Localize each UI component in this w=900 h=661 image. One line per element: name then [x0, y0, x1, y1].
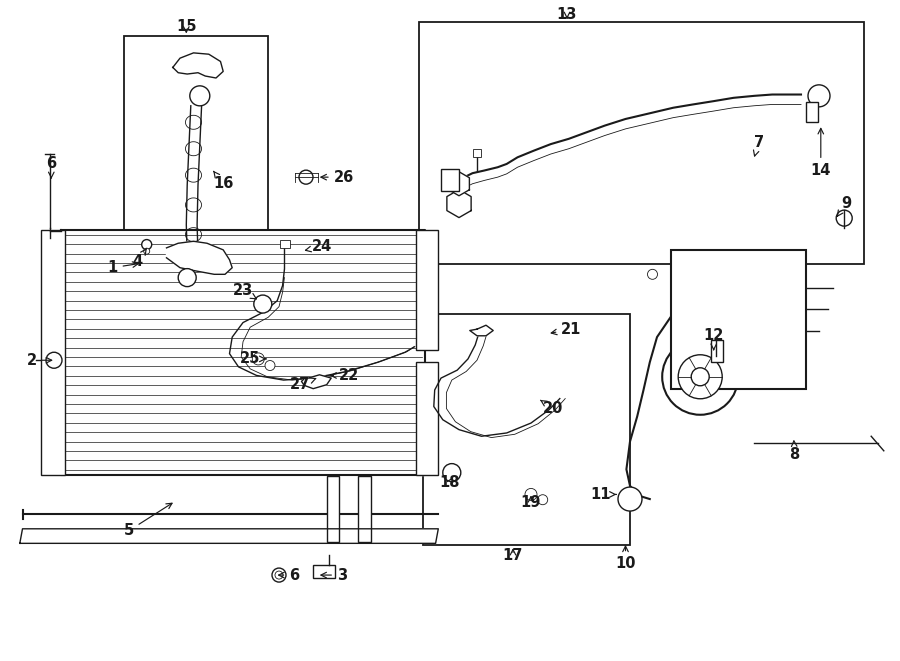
Text: 6: 6	[46, 157, 57, 178]
Text: 24: 24	[305, 239, 332, 254]
Text: 17: 17	[503, 548, 523, 563]
Bar	[473, 149, 482, 157]
Text: 15: 15	[176, 19, 196, 34]
Text: 12: 12	[704, 329, 724, 350]
Text: 14: 14	[811, 128, 831, 178]
Polygon shape	[166, 241, 232, 274]
Bar	[40, 230, 65, 475]
Bar	[806, 102, 817, 122]
Text: 25: 25	[240, 352, 266, 366]
Text: 18: 18	[440, 475, 460, 490]
Text: 11: 11	[590, 487, 616, 502]
Text: 22: 22	[331, 368, 359, 383]
Polygon shape	[302, 375, 331, 389]
Circle shape	[272, 568, 286, 582]
Circle shape	[265, 360, 275, 371]
Text: 6: 6	[279, 568, 300, 582]
Circle shape	[647, 269, 658, 280]
Circle shape	[691, 368, 709, 386]
Text: 26: 26	[321, 170, 354, 184]
Bar	[423, 314, 630, 545]
Text: 8: 8	[789, 441, 800, 462]
Text: 20: 20	[541, 400, 563, 416]
Circle shape	[46, 352, 62, 368]
Circle shape	[275, 571, 283, 579]
Bar	[327, 476, 339, 542]
Text: 5: 5	[123, 503, 172, 538]
Polygon shape	[470, 325, 493, 336]
Circle shape	[254, 295, 272, 313]
Text: 16: 16	[213, 171, 233, 191]
Circle shape	[537, 494, 548, 505]
Bar	[416, 230, 438, 350]
Bar	[441, 169, 459, 190]
Polygon shape	[447, 190, 471, 217]
Circle shape	[178, 268, 196, 287]
Circle shape	[808, 85, 830, 107]
Circle shape	[525, 488, 537, 500]
Circle shape	[252, 353, 265, 365]
Text: 1: 1	[107, 260, 139, 275]
Polygon shape	[20, 529, 438, 543]
Bar	[313, 565, 335, 578]
Circle shape	[190, 86, 210, 106]
Text: 7: 7	[753, 135, 764, 156]
Text: 2: 2	[26, 353, 51, 368]
Circle shape	[618, 487, 642, 511]
Bar	[124, 36, 268, 288]
Polygon shape	[448, 172, 470, 196]
Bar	[280, 240, 290, 248]
Circle shape	[662, 339, 738, 414]
Bar	[358, 476, 371, 542]
Polygon shape	[173, 53, 223, 78]
Text: 13: 13	[557, 7, 577, 22]
Bar	[670, 250, 806, 389]
Bar	[711, 340, 723, 362]
Text: 9: 9	[837, 196, 851, 216]
Bar	[418, 22, 864, 264]
Circle shape	[144, 248, 149, 254]
Polygon shape	[61, 230, 425, 475]
Circle shape	[299, 170, 313, 184]
Bar	[222, 238, 418, 456]
Text: 3: 3	[321, 568, 347, 582]
Bar	[416, 362, 438, 475]
Circle shape	[836, 210, 852, 226]
Text: 23: 23	[233, 284, 256, 299]
Text: 21: 21	[551, 322, 581, 336]
Text: 27: 27	[290, 377, 316, 392]
Text: 10: 10	[616, 546, 635, 571]
Circle shape	[141, 239, 152, 250]
Text: 19: 19	[521, 495, 541, 510]
Circle shape	[443, 463, 461, 482]
Circle shape	[679, 355, 722, 399]
Text: 4: 4	[132, 249, 147, 268]
